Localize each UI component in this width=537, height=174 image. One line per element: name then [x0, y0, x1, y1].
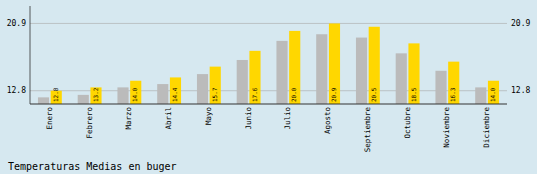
background: [0, 0, 537, 174]
bar: [475, 87, 486, 104]
x-axis-line: [30, 104, 507, 105]
bar: [289, 31, 300, 104]
bar: [249, 51, 260, 104]
bar: [78, 95, 89, 104]
bar: [316, 34, 327, 104]
data-label: 12.8: [52, 87, 59, 102]
x-tick-label: Agosto: [323, 107, 332, 135]
data-label: 18.5: [410, 87, 417, 102]
bar: [130, 81, 141, 104]
bar: [117, 87, 128, 104]
data-label: 20.9: [330, 87, 337, 102]
bar: [90, 87, 101, 104]
bar: [329, 23, 340, 104]
data-label: 14.0: [131, 87, 138, 102]
bar: [448, 62, 459, 104]
bar: [170, 77, 181, 104]
bar: [435, 71, 446, 104]
y-tick-label: 20.9: [7, 19, 26, 28]
y-tick-label-right: 12.8: [511, 86, 530, 95]
x-tick-label: Julio: [283, 107, 292, 130]
data-label: 14.4: [171, 87, 178, 102]
chart: 12.8 12.8 20.9 20.9 12.8 13.2 14.0 14.4 15.7 17.6…: [0, 0, 537, 174]
bar: [396, 53, 407, 104]
bar: [408, 43, 419, 104]
bar: [157, 84, 168, 104]
data-label: 16.3: [449, 87, 456, 102]
data-label: 13.2: [92, 87, 99, 102]
bar: [276, 41, 287, 104]
bar: [210, 67, 221, 104]
data-label: 14.0: [489, 87, 496, 102]
x-tick-label: Febrero: [85, 107, 94, 139]
data-label: 20.0: [290, 87, 297, 102]
bar: [356, 38, 367, 104]
x-tick-label: Junio: [244, 107, 253, 130]
bar: [369, 27, 380, 104]
grid-line: [30, 23, 507, 24]
bar: [237, 60, 248, 104]
x-tick-label: Abril: [164, 107, 173, 130]
y-tick-label-right: 20.9: [511, 19, 530, 28]
x-tick-label: Diciembre: [482, 107, 491, 148]
y-tick-label: 12.8: [7, 86, 26, 95]
x-tick-label: Mayo: [204, 107, 213, 126]
x-tick-label: Marzo: [124, 107, 133, 130]
title: Temperaturas Medias en buger: [8, 161, 177, 172]
data-label: 15.7: [211, 87, 218, 102]
x-tick-label: Noviembre: [442, 107, 451, 148]
bar: [488, 81, 499, 104]
data-label: 17.6: [251, 87, 258, 102]
x-tick-label: Septiembre: [363, 107, 372, 153]
chart-container: 12.8 12.8 20.9 20.9 12.8 13.2 14.0 14.4 15.7 17.6…: [0, 0, 537, 174]
bar: [38, 97, 49, 104]
bars: [38, 23, 499, 104]
y-axis-line: [30, 6, 31, 104]
x-tick-label: Octubre: [403, 107, 412, 139]
data-label: 20.5: [370, 87, 377, 102]
bar: [197, 74, 208, 104]
x-tick-label: Enero: [45, 107, 54, 130]
